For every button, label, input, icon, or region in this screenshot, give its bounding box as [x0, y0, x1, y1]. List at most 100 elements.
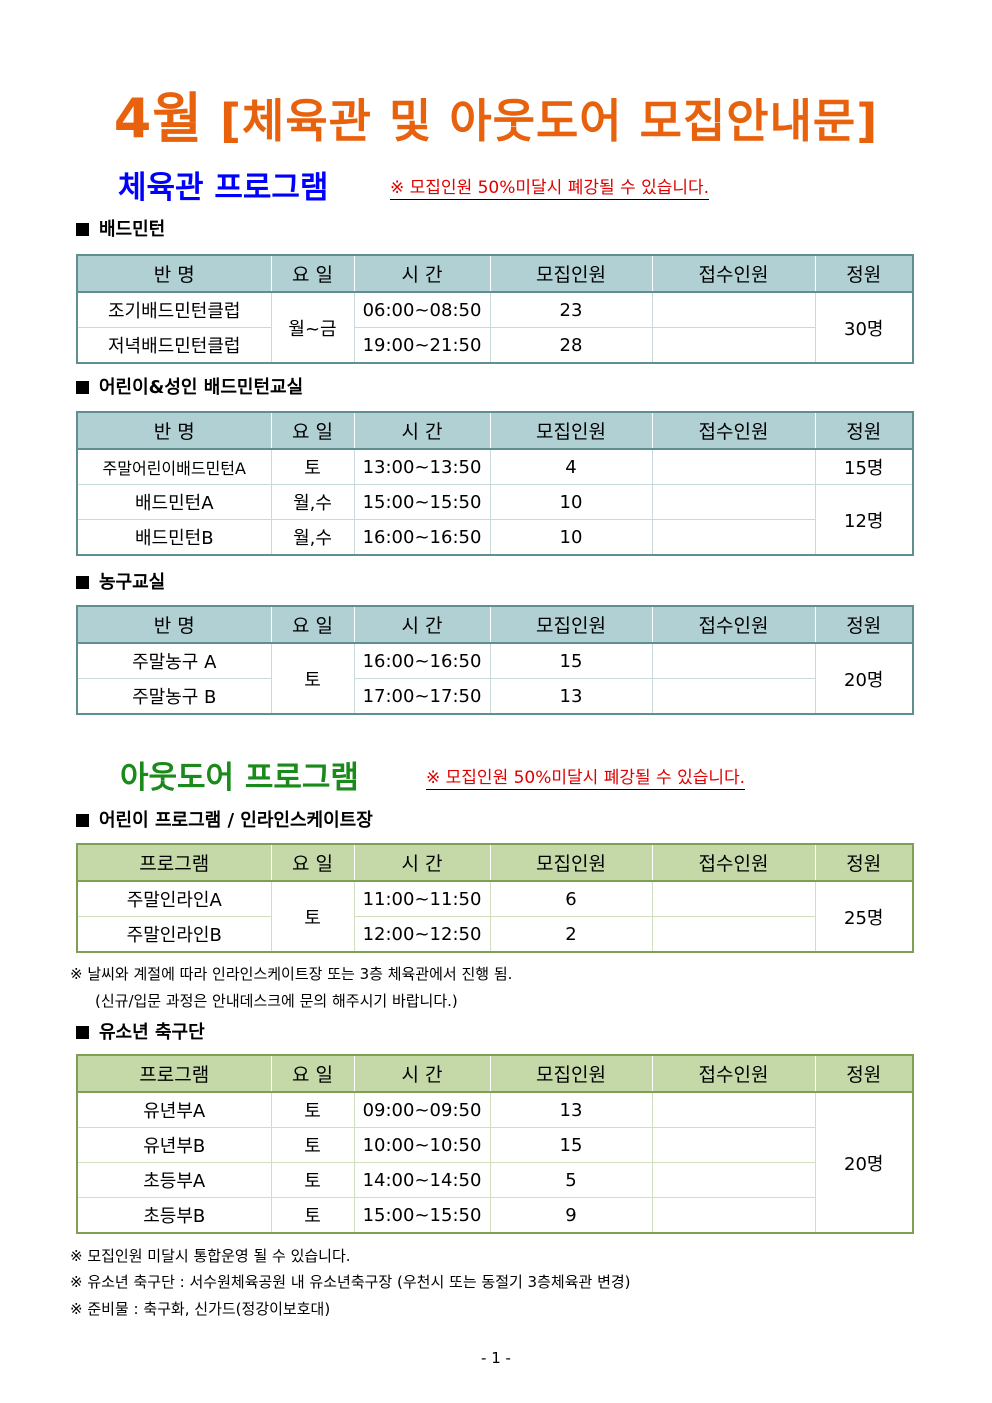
section-badminton-class-title: 어린이&성인 배드민턴교실	[76, 373, 303, 399]
header-class-name: 반 명	[76, 412, 271, 450]
cell-class-name: 주말농구 A	[76, 642, 272, 679]
cell-applied-count	[651, 1091, 816, 1128]
header-class-name: 프로그램	[76, 844, 271, 882]
gym-notice: ※ 모집인원 50%미달시 폐강될 수 있습니다.	[390, 173, 710, 200]
header-applied-count: 접수인원	[651, 255, 815, 293]
header-recruit-count: 모집인원	[489, 844, 652, 882]
cell-class-name: 배드민턴B	[76, 519, 272, 556]
cell-applied-count	[651, 327, 816, 364]
cell-time: 19:00~21:50	[353, 327, 491, 364]
inline-note-1: ※ 날씨와 계절에 따라 인라인스케이트장 또는 3층 체육관에서 진행 됨.	[70, 965, 513, 983]
header-day: 요 일	[270, 844, 354, 882]
cell-day: 토	[270, 880, 355, 953]
cell-day: 토	[270, 448, 355, 485]
cell-class-name: 주말인라인A	[76, 880, 272, 917]
section-soccer-title: 유소년 축구단	[76, 1018, 205, 1044]
header-class-name: 프로그램	[76, 1055, 271, 1093]
cell-day: 토	[270, 1162, 355, 1198]
header-time: 시 간	[353, 1055, 490, 1093]
cell-day: 월,수	[270, 484, 355, 520]
header-day: 요 일	[270, 1055, 354, 1093]
cell-time: 09:00~09:50	[353, 1091, 491, 1128]
outdoor-heading: 아웃도어 프로그램	[120, 760, 359, 796]
header-time: 시 간	[353, 844, 490, 882]
cell-class-name: 조기배드민턴클럽	[76, 291, 272, 328]
header-recruit-count: 모집인원	[489, 1055, 652, 1093]
cell-recruit-count: 13	[489, 678, 653, 715]
cell-recruit-count: 15	[489, 1127, 653, 1163]
section-basketball-title: 농구교실	[76, 568, 165, 594]
cell-capacity: 15명	[814, 448, 914, 485]
square-bullet-icon	[76, 381, 89, 394]
cell-day: 토	[270, 1091, 355, 1128]
header-applied-count: 접수인원	[651, 606, 815, 644]
cell-time: 16:00~16:50	[353, 519, 491, 556]
cell-class-name: 주말인라인B	[76, 916, 272, 953]
cell-class-name: 저녁배드민턴클럽	[76, 327, 272, 364]
soccer-note-3: ※ 준비물 : 축구화, 신가드(정강이보호대)	[70, 1300, 331, 1318]
table-row: 초등부A 토 14:00~14:50 5	[76, 1162, 913, 1198]
cell-recruit-count: 10	[489, 519, 653, 556]
cell-recruit-count: 9	[489, 1197, 653, 1234]
section-inline-title: 어린이 프로그램 / 인라인스케이트장	[76, 806, 373, 832]
header-day: 요 일	[270, 412, 354, 450]
cell-class-name: 배드민턴A	[76, 484, 272, 520]
cell-applied-count	[651, 880, 816, 917]
cell-class-name: 초등부A	[76, 1162, 272, 1198]
square-bullet-icon	[76, 223, 89, 236]
header-recruit-count: 모집인원	[489, 255, 652, 293]
cell-class-name: 초등부B	[76, 1197, 272, 1234]
outdoor-notice: ※ 모집인원 50%미달시 폐강될 수 있습니다.	[426, 763, 746, 790]
cell-recruit-count: 28	[489, 327, 653, 364]
cell-day: 월,수	[270, 519, 355, 556]
table-row: 주말인라인B 12:00~12:50 2	[76, 916, 913, 953]
cell-capacity: 20명	[814, 1091, 914, 1234]
cell-applied-count	[651, 678, 816, 715]
cell-capacity: 12명	[814, 484, 914, 556]
table-row: 주말농구 A 토 16:00~16:50 15 20명	[76, 642, 914, 715]
square-bullet-icon	[76, 1026, 89, 1039]
table-row: 조기배드민턴클럽 월~금 06:00~08:50 23 30명	[76, 291, 914, 364]
cell-time: 14:00~14:50	[353, 1162, 491, 1198]
cell-capacity: 20명	[814, 642, 914, 715]
header-capacity: 정원	[814, 606, 913, 644]
cell-applied-count	[651, 642, 816, 679]
soccer-note-1: ※ 모집인원 미달시 통합운영 될 수 있습니다.	[70, 1247, 351, 1265]
cell-recruit-count: 10	[489, 484, 653, 520]
header-class-name: 반 명	[76, 255, 271, 293]
cell-day: 토	[270, 642, 355, 715]
cell-time: 10:00~10:50	[353, 1127, 491, 1163]
cell-time: 11:00~11:50	[353, 880, 491, 917]
cell-capacity: 30명	[814, 291, 914, 364]
cell-day: 토	[270, 1127, 355, 1163]
header-time: 시 간	[353, 255, 490, 293]
square-bullet-icon	[76, 814, 89, 827]
header-time: 시 간	[353, 412, 490, 450]
header-day: 요 일	[270, 606, 354, 644]
cell-time: 15:00~15:50	[353, 484, 491, 520]
cell-applied-count	[651, 1127, 816, 1163]
header-recruit-count: 모집인원	[489, 606, 652, 644]
table-row: 주말농구 B 17:00~17:50 13	[76, 678, 913, 715]
cell-time: 16:00~16:50	[353, 642, 491, 679]
gym-heading: 체육관 프로그램	[118, 170, 329, 206]
cell-applied-count	[651, 519, 816, 556]
cell-recruit-count: 6	[489, 880, 653, 917]
header-time: 시 간	[353, 606, 490, 644]
table-row: 주말인라인A 토 11:00~11:50 6 25명	[76, 880, 914, 953]
cell-recruit-count: 2	[489, 916, 653, 953]
table-row: 저녁배드민턴클럽 19:00~21:50 28	[76, 327, 913, 364]
cell-applied-count	[651, 1197, 816, 1234]
page-number: - 1 -	[481, 1349, 511, 1367]
cell-recruit-count: 13	[489, 1091, 653, 1128]
cell-applied-count	[651, 448, 816, 485]
cell-time: 17:00~17:50	[353, 678, 491, 715]
